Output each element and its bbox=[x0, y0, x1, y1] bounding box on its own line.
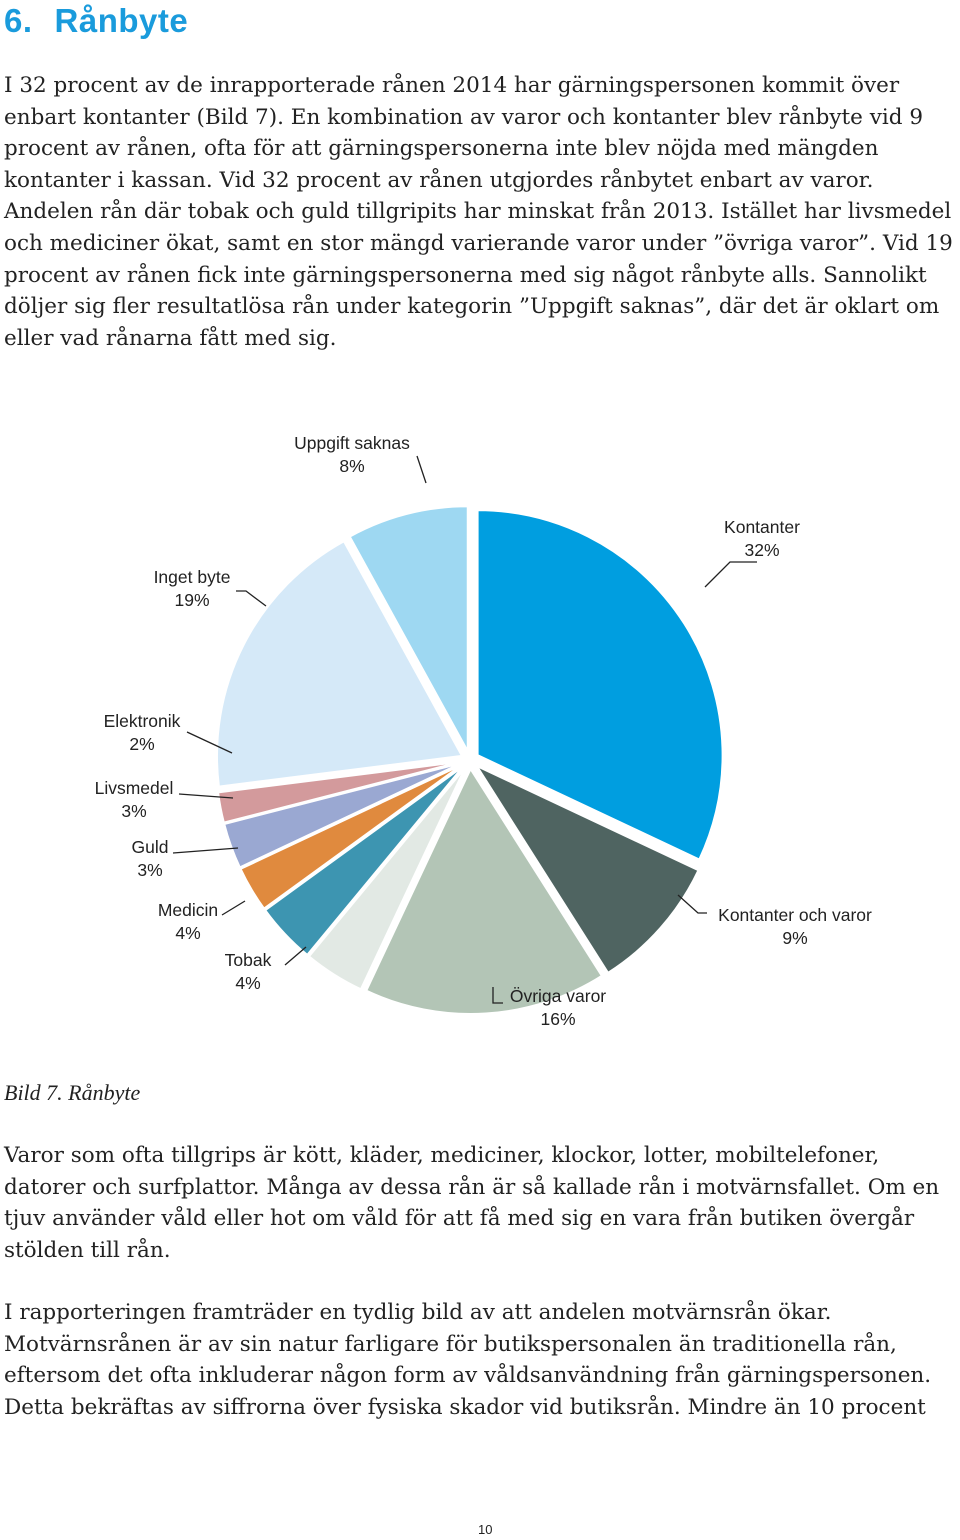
leader-line-ovriga-varor bbox=[492, 987, 503, 1004]
leader-line-kontanter-och-varor bbox=[677, 894, 707, 914]
section-number: 6. bbox=[4, 2, 33, 39]
leader-line-kontanter bbox=[704, 561, 757, 588]
slice-value-ovriga-varor: 16% bbox=[540, 1009, 575, 1029]
pie-slice-elektronik bbox=[216, 760, 462, 824]
slice-value-uppgift-saknas: 8% bbox=[339, 456, 364, 476]
slice-label-elektronik: Elektronik bbox=[104, 711, 181, 731]
slice-value-kontanter-och-varor: 9% bbox=[782, 928, 807, 948]
leader-line-elektronik bbox=[186, 731, 233, 754]
pie-slice-livsmedel bbox=[223, 762, 462, 869]
pie-slice-tobak bbox=[307, 766, 467, 991]
section-title: Rånbyte bbox=[54, 2, 189, 39]
slice-value-tobak: 4% bbox=[235, 973, 260, 993]
leader-line-guld bbox=[172, 847, 239, 854]
leader-line-tobak bbox=[284, 946, 307, 966]
slice-value-kontanter: 32% bbox=[744, 540, 779, 560]
slice-label-kontanter: Kontanter bbox=[724, 517, 800, 537]
slice-value-livsmedel: 3% bbox=[121, 801, 146, 821]
pie-slice-kontanter bbox=[476, 509, 724, 861]
slice-value-guld: 3% bbox=[137, 860, 162, 880]
pie-slice-kontanter-och-varor bbox=[474, 763, 700, 975]
intro-paragraph: I 32 procent av de inrapporterade rånen … bbox=[4, 73, 953, 351]
slice-label-medicin: Medicin bbox=[158, 900, 218, 920]
slice-label-ovriga-varor: Övriga varor bbox=[510, 986, 606, 1006]
leader-line-medicin bbox=[221, 900, 246, 916]
slice-value-inget-byte: 19% bbox=[174, 590, 209, 610]
slice-value-medicin: 4% bbox=[175, 923, 200, 943]
slice-label-uppgift-saknas: Uppgift saknas bbox=[294, 433, 410, 453]
slice-label-guld: Guld bbox=[132, 837, 169, 857]
pie-slice-guld bbox=[239, 763, 463, 910]
section-heading: 6. Rånbyte bbox=[4, 2, 188, 40]
leader-line-inget-byte bbox=[236, 590, 267, 607]
body-paragraph-2: Varor som ofta tillgrips är kött, kläder… bbox=[4, 1143, 940, 1263]
figure-caption: Bild 7. Rånbyte bbox=[4, 1080, 141, 1105]
page-number: 10 bbox=[478, 1522, 493, 1537]
leader-line-uppgift-saknas bbox=[416, 455, 427, 484]
leader-line-livsmedel bbox=[178, 793, 234, 799]
pie-slice-medicin bbox=[263, 765, 465, 957]
pie-slice-inget-byte bbox=[216, 539, 464, 788]
slice-value-elektronik: 2% bbox=[129, 734, 154, 754]
pie-slice-ovriga-varor bbox=[364, 766, 604, 1015]
slice-label-tobak: Tobak bbox=[225, 950, 272, 970]
slice-label-livsmedel: Livsmedel bbox=[95, 778, 174, 798]
pie-slice-uppgift-saknas bbox=[348, 505, 469, 752]
slice-label-kontanter-och-varor: Kontanter och varor bbox=[718, 905, 872, 925]
body-paragraph-3: I rapporteringen framträder en tydlig bi… bbox=[4, 1300, 932, 1420]
slice-label-inget-byte: Inget byte bbox=[154, 567, 231, 587]
pie-chart: Kontanter 32% Kontanter och varor 9% Övriga … bbox=[95, 433, 872, 1029]
